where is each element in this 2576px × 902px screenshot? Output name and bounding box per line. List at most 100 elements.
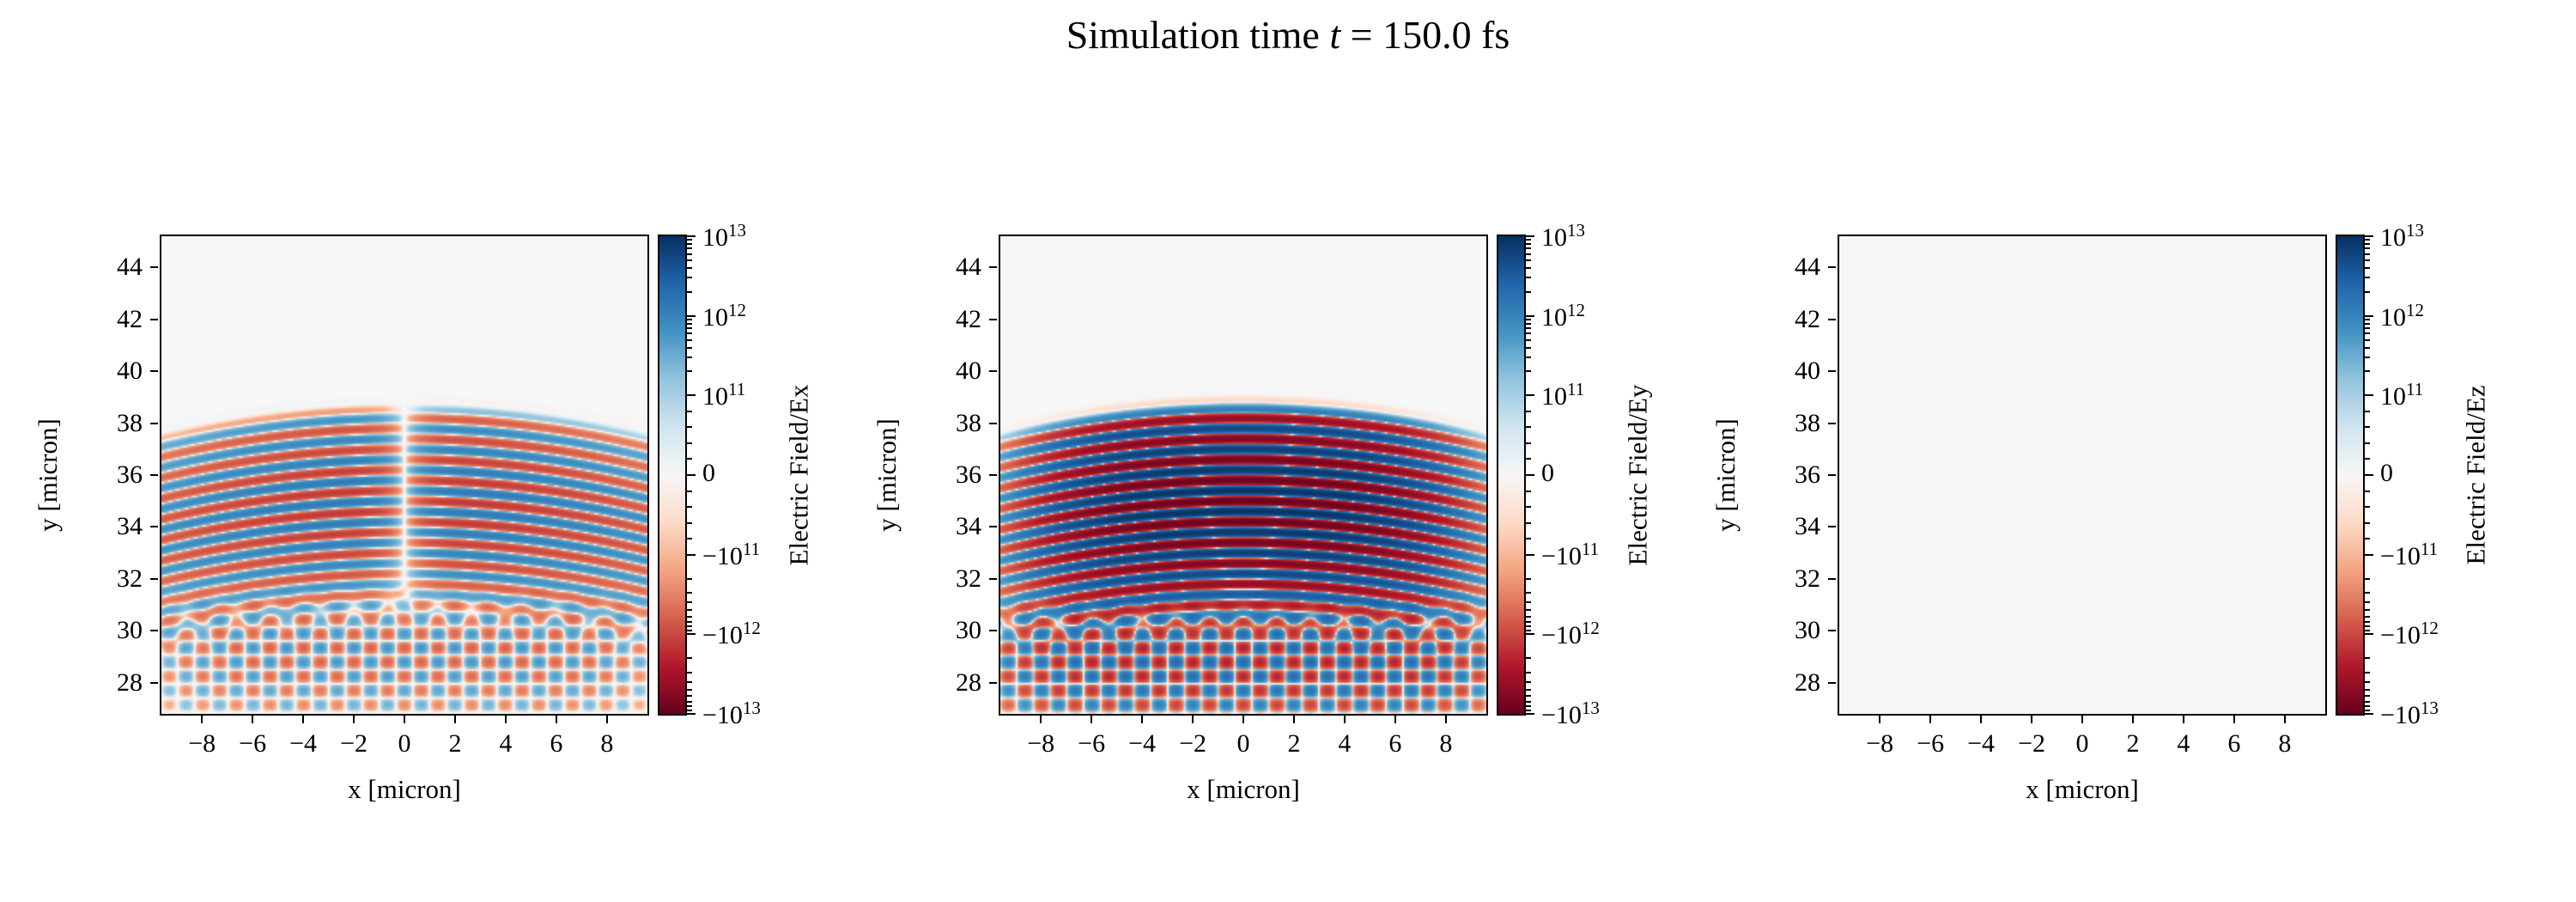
x-tick-label: −2 xyxy=(1179,729,1206,758)
colorbar-minor-tick xyxy=(2365,410,2370,412)
x-tick-mark xyxy=(1980,716,1983,723)
y-tick-label: 32 xyxy=(117,564,143,593)
colorbar-minor-tick xyxy=(1526,322,1531,325)
colorbar-minor-tick xyxy=(687,458,692,460)
colorbar-minor-tick xyxy=(1526,247,1531,250)
y-tick-mark xyxy=(989,474,997,476)
x-tick-mark xyxy=(2131,716,2134,723)
y-tick-mark xyxy=(150,474,158,476)
x-tick-mark xyxy=(605,716,608,723)
colorbar-minor-tick xyxy=(1526,689,1531,692)
colorbar-minor-tick xyxy=(1526,695,1531,698)
x-tick-label: 8 xyxy=(2278,729,2292,758)
x-tick-mark xyxy=(453,716,456,723)
x-tick-label: 4 xyxy=(1338,729,1352,758)
colorbar-minor-tick xyxy=(687,338,692,341)
colorbar-minor-tick xyxy=(1526,601,1531,604)
colorbar-minor-tick xyxy=(687,620,692,623)
colorbar-tick-label: −1011 xyxy=(1541,538,1600,570)
colorbar-tick-label: 1013 xyxy=(702,220,746,252)
x-tick-mark xyxy=(1394,716,1396,723)
colorbar-minor-tick xyxy=(687,242,692,245)
y-tick-label: 30 xyxy=(1795,616,1820,645)
colorbar-tick-label: 1011 xyxy=(702,379,746,411)
colorbar-ez xyxy=(2336,235,2365,716)
y-tick-mark xyxy=(989,681,997,684)
y-tick-mark xyxy=(1828,370,1836,373)
x-axis-label: x [micron] xyxy=(1187,774,1300,804)
colorbar-minor-tick xyxy=(2365,615,2370,618)
y-tick-mark xyxy=(150,318,158,320)
y-tick-mark xyxy=(989,318,997,320)
colorbar-minor-tick xyxy=(1526,577,1531,580)
colorbar-minor-tick xyxy=(687,681,692,684)
colorbar-minor-tick xyxy=(1526,709,1531,711)
x-tick-mark xyxy=(252,716,254,723)
x-tick-label: 4 xyxy=(2177,729,2190,758)
colorbar-minor-tick xyxy=(1526,591,1531,594)
colorbar-label: Electric Field/Ey xyxy=(1622,384,1652,566)
colorbar-minor-tick xyxy=(687,410,692,412)
x-tick-label: 2 xyxy=(448,729,462,758)
colorbar-minor-tick xyxy=(687,695,692,698)
colorbar-ey xyxy=(1497,235,1526,716)
colorbar-minor-tick xyxy=(2365,346,2370,349)
colorbar-minor-tick xyxy=(687,322,692,325)
x-tick-mark xyxy=(2031,716,2033,723)
x-tick-mark xyxy=(353,716,355,723)
x-tick-label: −2 xyxy=(340,729,368,758)
colorbar-minor-tick xyxy=(2365,705,2370,708)
colorbar-minor-tick xyxy=(687,705,692,708)
y-tick-mark xyxy=(989,577,997,580)
y-tick-label: 32 xyxy=(1795,564,1820,593)
y-tick-mark xyxy=(989,630,997,632)
colorbar-minor-tick xyxy=(2365,695,2370,698)
colorbar-ex xyxy=(658,235,687,716)
colorbar-minor-tick xyxy=(687,357,692,359)
colorbar-minor-tick xyxy=(1526,239,1531,241)
colorbar-tick-label: 1013 xyxy=(1541,220,1585,252)
x-tick-mark xyxy=(1444,716,1447,723)
colorbar-canvas-ex xyxy=(659,236,685,714)
colorbar-minor-tick xyxy=(1526,410,1531,412)
x-tick-mark xyxy=(1929,716,1932,723)
y-tick-label: 28 xyxy=(1795,667,1820,697)
x-tick-label: 6 xyxy=(1388,729,1402,758)
colorbar-tick-mark xyxy=(687,553,696,556)
colorbar-tick-mark xyxy=(2365,713,2373,715)
colorbar-minor-tick xyxy=(1526,426,1531,429)
colorbar-minor-tick xyxy=(1526,615,1531,618)
colorbar-tick-mark xyxy=(1526,633,1534,636)
colorbar-minor-tick xyxy=(1526,620,1531,623)
x-tick-label: −6 xyxy=(239,729,267,758)
colorbar-minor-tick xyxy=(1526,458,1531,460)
colorbar-tick-mark xyxy=(1526,235,1534,237)
colorbar-minor-tick xyxy=(1526,506,1531,509)
y-tick-label: 30 xyxy=(956,616,981,645)
colorbar-minor-tick xyxy=(1526,609,1531,612)
colorbar-minor-tick xyxy=(1526,370,1531,373)
colorbar-minor-tick xyxy=(2365,657,2370,660)
colorbar-tick-label: 0 xyxy=(702,459,715,487)
y-tick-label: 36 xyxy=(956,460,981,489)
colorbar-minor-tick xyxy=(687,615,692,618)
colorbar-minor-tick xyxy=(687,630,692,632)
colorbar-minor-tick xyxy=(687,601,692,604)
x-tick-label: −4 xyxy=(289,729,318,758)
x-tick-mark xyxy=(2233,716,2235,723)
colorbar-label-area: Electric Field/Ez xyxy=(2459,235,2494,716)
colorbar-minor-tick xyxy=(2365,442,2370,444)
colorbar-minor-tick xyxy=(1526,338,1531,341)
x-tick-mark xyxy=(555,716,557,723)
x-tick-mark xyxy=(1192,716,1194,723)
y-tick-label: 36 xyxy=(1795,460,1820,489)
x-tick-label: 6 xyxy=(2227,729,2241,758)
y-tick-mark xyxy=(150,266,158,269)
y-tick-label: 30 xyxy=(117,616,143,645)
colorbar-minor-tick xyxy=(1526,253,1531,255)
colorbar-tick-label: −1012 xyxy=(2380,618,2439,650)
colorbar-minor-tick xyxy=(1526,521,1531,524)
colorbar-minor-tick xyxy=(1526,538,1531,540)
x-tick-mark xyxy=(504,716,507,723)
colorbar-minor-tick xyxy=(687,700,692,703)
